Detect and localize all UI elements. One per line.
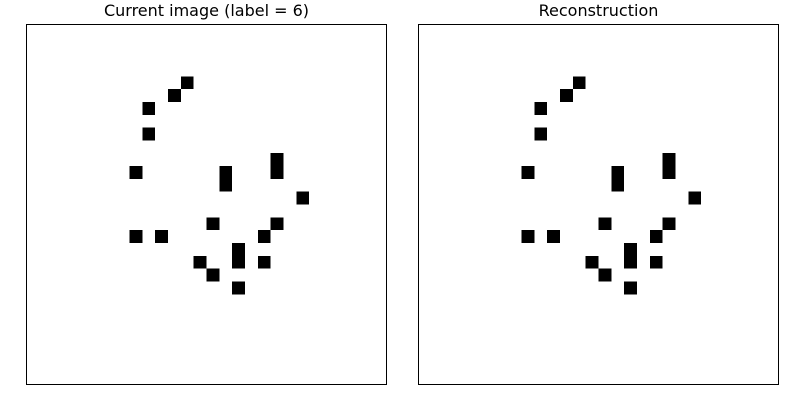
- current-pixel-r13-c21: [296, 191, 310, 205]
- reconstruction-pixel-r4-c12: [572, 76, 586, 90]
- reconstruction-pixel-r17-c16: [624, 242, 637, 256]
- current-pixel-r4-c12: [180, 76, 194, 90]
- current-image-grid: [129, 76, 310, 295]
- current-pixel-r18-c18: [257, 255, 271, 269]
- panel-title-current-image: Current image (label = 6): [103, 1, 310, 20]
- reconstruction-pixel-r18-c18: [649, 255, 663, 269]
- current-pixel-r16-c8: [129, 230, 143, 243]
- current-pixel-r11-c8: [129, 166, 143, 179]
- reconstruction-pixel-r8-c9: [534, 127, 548, 141]
- reconstruction-pixel-r6-c9: [534, 101, 548, 115]
- current-pixel-r10-c19: [270, 153, 284, 167]
- reconstruction-pixel-r15-c19: [662, 217, 676, 231]
- image-panel-reconstruction: [418, 24, 779, 385]
- current-pixel-r18-c13: [193, 255, 207, 269]
- reconstruction-pixel-r16-c18: [649, 230, 663, 243]
- reconstruction-pixel-r11-c19: [662, 166, 676, 179]
- current-pixel-r16-c18: [257, 230, 271, 243]
- reconstruction-pixel-r11-c15: [611, 166, 625, 179]
- current-pixel-r11-c15: [219, 166, 233, 179]
- reconstruction-pixel-r18-c13: [585, 255, 599, 269]
- current-pixel-r15-c19: [270, 217, 284, 231]
- reconstruction-pixel-r15-c14: [598, 217, 612, 231]
- current-pixel-r17-c16: [232, 242, 245, 256]
- current-pixel-r19-c14: [206, 268, 220, 282]
- current-pixel-r12-c15: [219, 178, 233, 192]
- current-pixel-r16-c10: [155, 230, 169, 243]
- reconstruction-pixel-r18-c16: [624, 255, 637, 269]
- current-pixel-r20-c16: [232, 281, 245, 295]
- current-pixel-r5-c11: [168, 89, 181, 102]
- reconstruction-image-grid: [521, 76, 702, 295]
- current-pixel-r11-c19: [270, 166, 284, 179]
- reconstruction-pixel-r16-c8: [521, 230, 535, 243]
- reconstruction-pixel-r20-c16: [624, 281, 637, 295]
- current-pixel-r6-c9: [142, 101, 156, 115]
- reconstruction-pixel-r12-c15: [611, 178, 625, 192]
- image-panel-current: [26, 24, 387, 385]
- reconstruction-pixel-r10-c19: [662, 153, 676, 167]
- reconstruction-pixel-r16-c10: [547, 230, 561, 243]
- current-pixel-r18-c16: [232, 255, 245, 269]
- reconstruction-pixel-r5-c11: [560, 89, 573, 102]
- reconstruction-pixel-r13-c21: [688, 191, 702, 205]
- reconstruction-pixel-r19-c14: [598, 268, 612, 282]
- current-pixel-r15-c14: [206, 217, 220, 231]
- panel-title-reconstruction: Reconstruction: [538, 1, 659, 20]
- reconstruction-pixel-r11-c8: [521, 166, 535, 179]
- current-pixel-r8-c9: [142, 127, 156, 141]
